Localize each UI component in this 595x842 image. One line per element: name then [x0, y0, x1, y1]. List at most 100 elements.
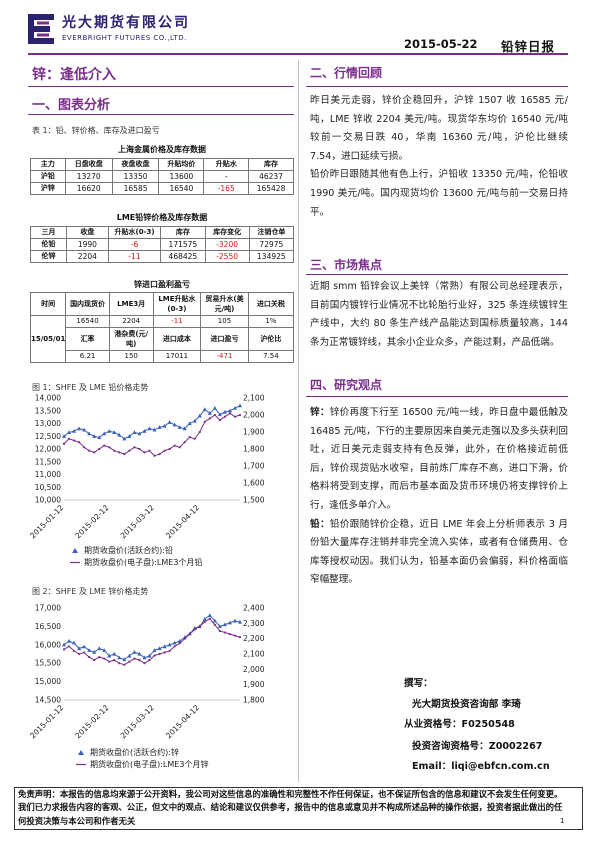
section-heading-market-focus: 三、市场焦点: [310, 258, 383, 272]
data-point: [228, 632, 232, 636]
company-name-cn: 光大期货有限公司: [62, 15, 190, 31]
paragraph: 铅价昨日跟随其他有色上行，沪铅收 13350 元/吨，伦铅收 1990 美元/吨…: [310, 169, 568, 218]
data-point: [83, 446, 86, 449]
table-header: 夜盘收盘: [111, 158, 160, 171]
table-cell: -165: [203, 182, 250, 195]
table-caption: 表 1：铅、锌价格、库存及进口盈亏: [32, 126, 160, 135]
data-point-marker: [217, 624, 222, 628]
data-point: [188, 632, 191, 636]
paragraph: 铅价跟随锌价企稳，近日 LME 年会上分析师表示 3 月份铅大量库存注销并非完全…: [310, 518, 568, 586]
data-point: [98, 447, 101, 451]
data-point-marker: [107, 653, 112, 658]
y-tick-label-left: 16,500: [35, 622, 61, 631]
x-tick-label: 2015-02-12: [73, 503, 110, 540]
x-tick-label: 2015-01-12: [28, 503, 65, 540]
table-cell-date: 15/05/01: [29, 315, 67, 363]
section-heading-research-view: 四、研究观点: [310, 378, 383, 392]
x-tick-label: 2015-02-12: [73, 703, 110, 740]
data-point: [198, 625, 201, 628]
data-point-marker: [122, 657, 127, 662]
data-point: [148, 449, 151, 452]
table-header: 库存: [248, 158, 294, 171]
data-point: [178, 446, 181, 449]
data-point-marker: [137, 431, 142, 436]
table-cell: 16540: [158, 182, 205, 195]
table-cell: 2204: [108, 315, 154, 328]
author-email: Email：liqi@ebfcn.com.cn: [412, 761, 550, 772]
data-point-marker: [107, 428, 112, 433]
table-header: 三月: [30, 226, 67, 239]
market-review-text: 昨日美元走弱，锌价企稳回升，沪锌 1507 收 16585 元/吨，LME 锌收…: [310, 92, 568, 222]
data-point: [213, 623, 216, 626]
data-point-marker: [182, 426, 187, 431]
chart-zinc-price: 17,000 16,500 16,000 15,500 15,000 14,500 2,40…: [28, 604, 265, 770]
data-point: [113, 449, 116, 452]
y-tick-label-right: 2,100: [243, 394, 265, 403]
report-title: 锌：逢低介入: [32, 67, 116, 83]
table-import: 时间 国内现货价 LME3月 LME升贴水(0-3) 贸易升水(美元/吨) 进口…: [29, 292, 295, 363]
data-point: [83, 651, 86, 654]
data-point: [228, 412, 232, 415]
data-point-marker: [222, 409, 227, 414]
table-cell: -6: [107, 238, 162, 251]
table-cell: 17011: [152, 350, 202, 363]
title-rule: [28, 86, 294, 87]
data-point: [88, 655, 91, 659]
data-point: [72, 649, 76, 653]
data-point: [193, 437, 196, 440]
data-point: [218, 419, 221, 422]
table-header: 升贴均价: [158, 158, 205, 171]
data-point-marker: [82, 427, 87, 432]
y-tick-label-right: 1,700: [243, 462, 265, 471]
y-tick-label-left: 17,000: [35, 604, 61, 613]
data-point-marker: [142, 655, 147, 660]
data-point: [223, 415, 227, 418]
data-point-marker: [167, 420, 172, 424]
data-point: [168, 649, 171, 653]
data-point: [113, 659, 116, 662]
data-point-marker: [127, 434, 132, 438]
data-point: [238, 413, 242, 417]
data-point-marker: [172, 422, 177, 427]
table-cell: 1%: [247, 315, 295, 328]
data-point-marker: [102, 431, 107, 436]
table-cell: 伦锌: [30, 250, 67, 263]
data-point-marker: [112, 430, 117, 435]
table-cell: -11: [152, 315, 202, 328]
paragraph: 锌价再度下行至 16500 元/吨一线，昨日盘中最低触及 16485 元/吨，下…: [310, 407, 568, 511]
data-point-marker: [137, 651, 142, 656]
table-cell: 沪铅: [30, 170, 66, 183]
y-tick-label-left: 10,000: [35, 496, 61, 505]
data-point-marker: [202, 616, 207, 621]
table-cell: 105: [200, 315, 249, 328]
table-header: 沪伦比: [247, 327, 295, 351]
paragraph-lead-lead: 铅：: [310, 518, 330, 530]
table-header: 贸易升水(美元/吨): [200, 292, 249, 316]
data-point-marker: [227, 408, 232, 413]
table-cell: 1990: [65, 238, 109, 251]
data-point: [123, 663, 126, 666]
data-point: [108, 660, 111, 663]
data-point: [208, 617, 211, 620]
data-point: [208, 417, 211, 420]
data-point: [118, 662, 121, 665]
y-tick-label-left: 12,500: [35, 432, 61, 441]
table-cell: 165428: [248, 182, 294, 195]
y-tick-label-right: 1,800: [243, 696, 265, 705]
y-tick-label-right: 1,900: [243, 428, 265, 437]
data-point: [143, 662, 146, 665]
consulting-license: 投资咨询资格号：Z0002267: [412, 741, 543, 752]
table-header: 库存变化: [204, 226, 250, 239]
x-tick-label: 2015-04-12: [164, 703, 201, 740]
data-point: [163, 449, 166, 452]
y-tick-label-left: 16,000: [35, 640, 61, 649]
table-title-import: 锌进口盈利盈亏: [134, 280, 190, 289]
table-header: 主力: [30, 158, 66, 171]
data-point: [67, 437, 71, 440]
table-header: 时间: [29, 292, 67, 316]
table-cell: 2204: [65, 250, 109, 263]
y-tick-label-left: 13,500: [35, 406, 61, 415]
data-point: [223, 631, 227, 634]
data-point-marker: [177, 425, 182, 429]
y-tick-label-right: 2,100: [243, 650, 265, 659]
